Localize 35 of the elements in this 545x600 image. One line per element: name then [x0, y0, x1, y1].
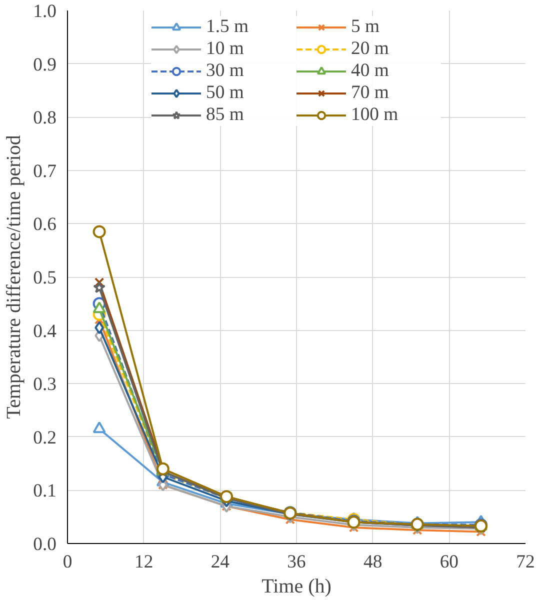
legend-label: 5 m: [351, 16, 381, 38]
x-tick-label: 48: [364, 552, 382, 572]
y-tick-label: 0.3: [33, 374, 57, 396]
legend-label: 85 m: [206, 104, 245, 126]
legend-label: 100 m: [351, 104, 400, 126]
legend-label: 20 m: [351, 38, 390, 60]
y-axis-title: Temperature difference/time period: [3, 135, 26, 419]
x-tick-label: 0: [62, 552, 72, 572]
x-tick-label: 12: [134, 552, 154, 572]
y-tick-label: 0.2: [33, 427, 57, 448]
y-tick-label: 0.6: [33, 214, 57, 236]
x-tick-label: 60: [440, 552, 458, 572]
y-tick-label: 0.8: [33, 108, 57, 129]
point: [92, 422, 106, 434]
x-tick-label: 72: [516, 552, 535, 572]
y-tick-label: 0.9: [33, 54, 57, 76]
y-tick-label: 0.4: [33, 320, 58, 342]
y-tick-label: 1.0: [33, 1, 57, 22]
y-tick-label: 0.1: [33, 480, 57, 502]
x-tick-label: 24: [210, 552, 230, 572]
legend-label: 70 m: [351, 82, 390, 104]
y-tick-label: 0.0: [33, 534, 57, 555]
legend-label: 40 m: [351, 60, 390, 82]
legend-label: 50 m: [206, 82, 245, 104]
legend-label: 1.5 m: [206, 16, 250, 38]
point: [94, 321, 104, 334]
y-tick-label: 0.7: [33, 160, 57, 182]
legend-label: 30 m: [206, 60, 245, 82]
point: [92, 225, 106, 238]
legend-label: 10 m: [206, 38, 245, 60]
x-axis-title: Time (h): [262, 576, 332, 598]
x-tick-label: 36: [287, 552, 306, 572]
point: [93, 281, 106, 294]
point: [92, 302, 106, 314]
y-tick-label: 0.5: [33, 268, 57, 288]
